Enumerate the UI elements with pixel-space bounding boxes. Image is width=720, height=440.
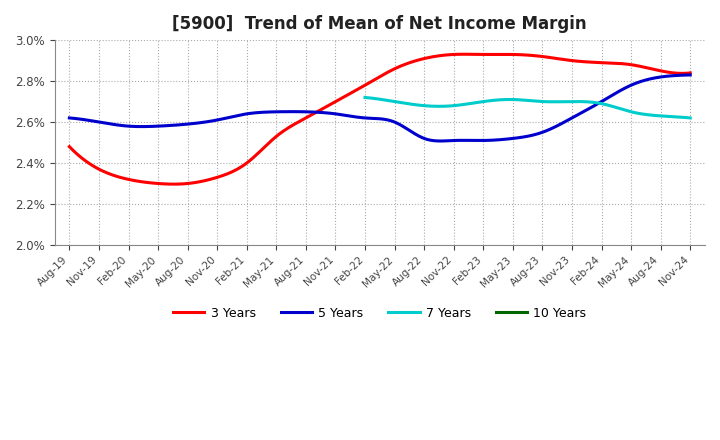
Line: 3 Years: 3 Years [69, 54, 690, 184]
3 Years [365, 80, 374, 85]
3 Years [459, 51, 468, 57]
5 Years [575, 111, 584, 117]
5 Years [401, 125, 410, 130]
3 Years [673, 71, 682, 76]
5 Years [360, 115, 369, 121]
5 Years [436, 138, 444, 143]
Line: 5 Years: 5 Years [69, 75, 690, 141]
7 Years [517, 97, 526, 103]
7 Years [686, 115, 695, 121]
Line: 7 Years: 7 Years [365, 98, 690, 118]
3 Years [686, 70, 695, 76]
Title: [5900]  Trend of Mean of Net Income Margin: [5900] Trend of Mean of Net Income Margi… [173, 15, 587, 33]
3 Years [361, 82, 370, 88]
7 Years [554, 99, 563, 104]
3 Years [402, 61, 411, 66]
5 Years [435, 138, 444, 143]
7 Years [627, 109, 636, 114]
5 Years [686, 72, 695, 77]
7 Years [678, 114, 687, 120]
7 Years [361, 95, 369, 100]
3 Years [577, 59, 585, 64]
5 Years [672, 73, 681, 78]
5 Years [65, 115, 73, 121]
7 Years [515, 97, 523, 103]
3 Years [170, 182, 179, 187]
Legend: 3 Years, 5 Years, 7 Years, 10 Years: 3 Years, 5 Years, 7 Years, 10 Years [168, 302, 591, 325]
7 Years [536, 99, 545, 104]
3 Years [65, 144, 73, 149]
5 Years [364, 115, 372, 121]
3 Years [436, 53, 444, 58]
